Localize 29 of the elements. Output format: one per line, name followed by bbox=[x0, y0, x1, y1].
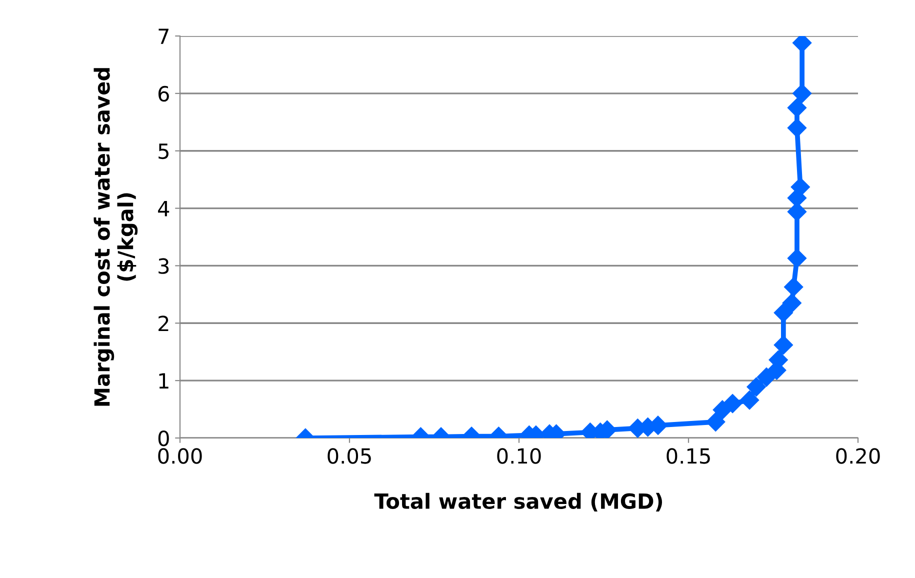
y-tick-label: 3 bbox=[158, 258, 169, 274]
point bbox=[774, 335, 793, 354]
point bbox=[712, 400, 732, 420]
point bbox=[782, 294, 802, 313]
point bbox=[774, 303, 793, 322]
x-tick-label: 0.20 bbox=[836, 448, 880, 464]
y-axis-title: Marginal cost of water saved ($/kgal) bbox=[94, 68, 138, 406]
y-tick-label: 5 bbox=[158, 144, 168, 160]
point bbox=[787, 118, 807, 138]
point bbox=[784, 277, 804, 296]
y-tick-label: 6 bbox=[158, 86, 169, 102]
x-tick-label: 0.00 bbox=[158, 448, 202, 464]
point bbox=[746, 377, 766, 396]
y-tick-label: 1 bbox=[159, 373, 168, 388]
point bbox=[792, 84, 812, 103]
y-tick-label: 2 bbox=[158, 316, 168, 332]
x-axis-title: Total water saved (MGD) bbox=[374, 492, 662, 512]
x-tick-label: 0.05 bbox=[328, 448, 371, 464]
point bbox=[787, 248, 807, 268]
point bbox=[792, 36, 812, 52]
y-tick-label: 4 bbox=[158, 201, 170, 216]
point bbox=[740, 390, 760, 410]
x-tick-label: 0.15 bbox=[666, 448, 710, 464]
point bbox=[723, 394, 742, 414]
point bbox=[787, 98, 807, 118]
y-tick-label: 7 bbox=[158, 28, 168, 44]
x-tick-label: 0.10 bbox=[497, 448, 541, 464]
point bbox=[706, 412, 726, 432]
y-tick-label: 0 bbox=[158, 430, 169, 446]
